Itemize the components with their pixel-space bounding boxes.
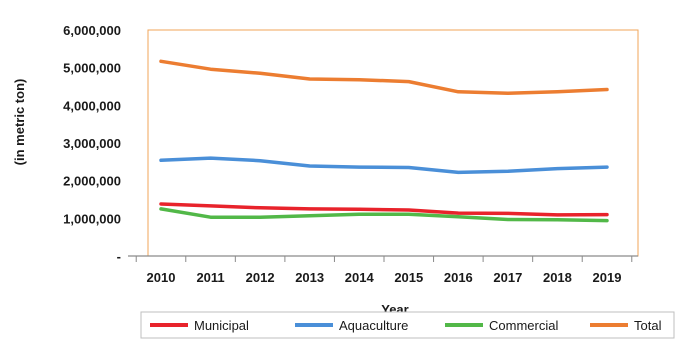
x-tick-label: 2012 xyxy=(246,270,275,285)
x-tick-label: 2015 xyxy=(394,270,423,285)
y-tick-label: 3,000,000 xyxy=(63,136,121,151)
legend-box xyxy=(140,311,675,339)
x-tick-label: 2011 xyxy=(196,270,224,285)
y-tick-label: 1,000,000 xyxy=(63,211,121,226)
legend-items: Municipal Aquaculture Commercial Total xyxy=(150,318,662,333)
legend-item: Municipal xyxy=(150,318,249,333)
legend-item: Commercial xyxy=(445,318,558,333)
series-line-total xyxy=(159,59,609,96)
x-tick-label: 2018 xyxy=(543,270,572,285)
x-tick-label: 2013 xyxy=(295,270,324,285)
y-tick-label: 5,000,000 xyxy=(63,61,121,76)
legend: Municipal Aquaculture Commercial Total xyxy=(140,311,675,339)
legend-label: Municipal xyxy=(194,318,249,333)
legend-item: Aquaculture xyxy=(295,318,408,333)
y-tick-label: 2,000,000 xyxy=(63,174,121,189)
series-line-aquaculture xyxy=(159,156,609,175)
legend-label: Commercial xyxy=(489,318,558,333)
y-tick-label: 4,000,000 xyxy=(63,98,121,113)
legend-label: Total xyxy=(634,318,662,333)
y-tick-label: - xyxy=(117,249,121,264)
y-axis-title: (in metric ton) xyxy=(12,79,27,166)
x-tick-label: 2019 xyxy=(593,270,622,285)
legend-label: Aquaculture xyxy=(339,318,408,333)
x-tick-label: 2017 xyxy=(493,270,522,285)
series-lines xyxy=(159,59,609,223)
y-axis-ticks: - 1,000,000 2,000,000 3,000,000 4,000,000 5,0… xyxy=(63,23,121,264)
series-line-municipal xyxy=(159,202,609,217)
x-tick-label: 2010 xyxy=(147,270,176,285)
series-line-commercial xyxy=(159,207,609,223)
x-axis-ticks: 2010 2011 2012 2013 2014 2015 2016 2017 2018 2019 xyxy=(135,256,633,285)
legend-item: Total xyxy=(590,318,662,333)
y-tick-label: 6,000,000 xyxy=(63,23,121,38)
x-tick-label: 2014 xyxy=(345,270,375,285)
x-tick-label: 2016 xyxy=(444,270,473,285)
